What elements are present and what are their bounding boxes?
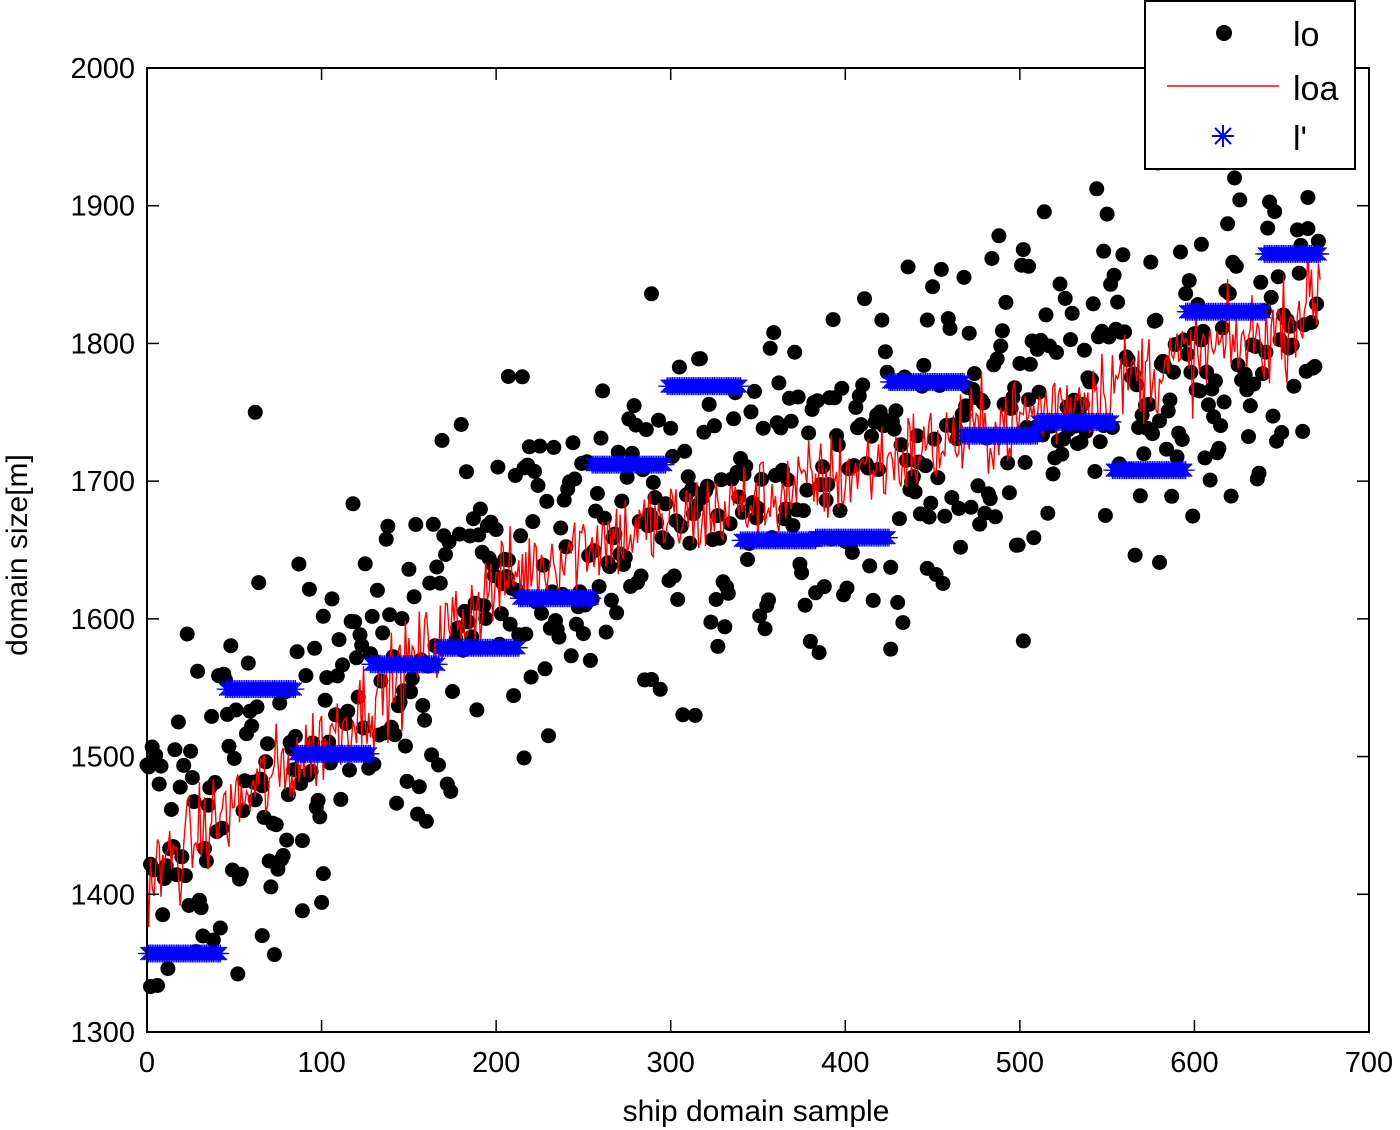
y-tick-label: 1300: [70, 1017, 135, 1049]
x-axis-ticks: 0 100 200 300 400 500 600 700: [139, 68, 1393, 1079]
y-tick-label: 1900: [70, 191, 135, 223]
x-tick-label: 500: [996, 1047, 1044, 1079]
x-tick-label: 600: [1170, 1047, 1218, 1079]
y-tick-label: 1600: [70, 604, 135, 636]
legend-box: [1144, 0, 1356, 170]
l-prime-step-markers: [138, 244, 1330, 963]
y-tick-label: 1800: [70, 328, 135, 360]
y-tick-label: 2000: [70, 53, 135, 85]
x-tick-label: 400: [821, 1047, 869, 1079]
legend-asterisk-icon: [1212, 125, 1234, 147]
legend-label-loa: loa: [1293, 70, 1338, 108]
x-tick-label: 0: [139, 1047, 155, 1079]
y-axis-ticks: 1300 1400 1500 1600 1700 1800 1900 2000: [70, 53, 1369, 1049]
plot-area: [138, 125, 1330, 995]
x-axis-title: ship domain sample: [623, 1095, 890, 1128]
legend: lo loa l': [1144, 0, 1356, 170]
y-tick-label: 1700: [70, 466, 135, 498]
loa-line: [146, 245, 1321, 928]
y-tick-label: 1500: [70, 742, 135, 774]
x-tick-label: 100: [297, 1047, 345, 1079]
axes-box: [146, 67, 1370, 1033]
legend-label-lo: lo: [1293, 16, 1319, 54]
lo-scatter-points: [139, 125, 1326, 995]
legend-dot-icon: [1216, 25, 1232, 41]
y-axis-title: domain size[m]: [1, 454, 34, 656]
legend-label-l-prime: l': [1293, 120, 1307, 158]
x-tick-label: 300: [647, 1047, 695, 1079]
x-tick-label: 200: [472, 1047, 520, 1079]
x-tick-label: 700: [1345, 1047, 1393, 1079]
y-tick-label: 1400: [70, 879, 135, 911]
